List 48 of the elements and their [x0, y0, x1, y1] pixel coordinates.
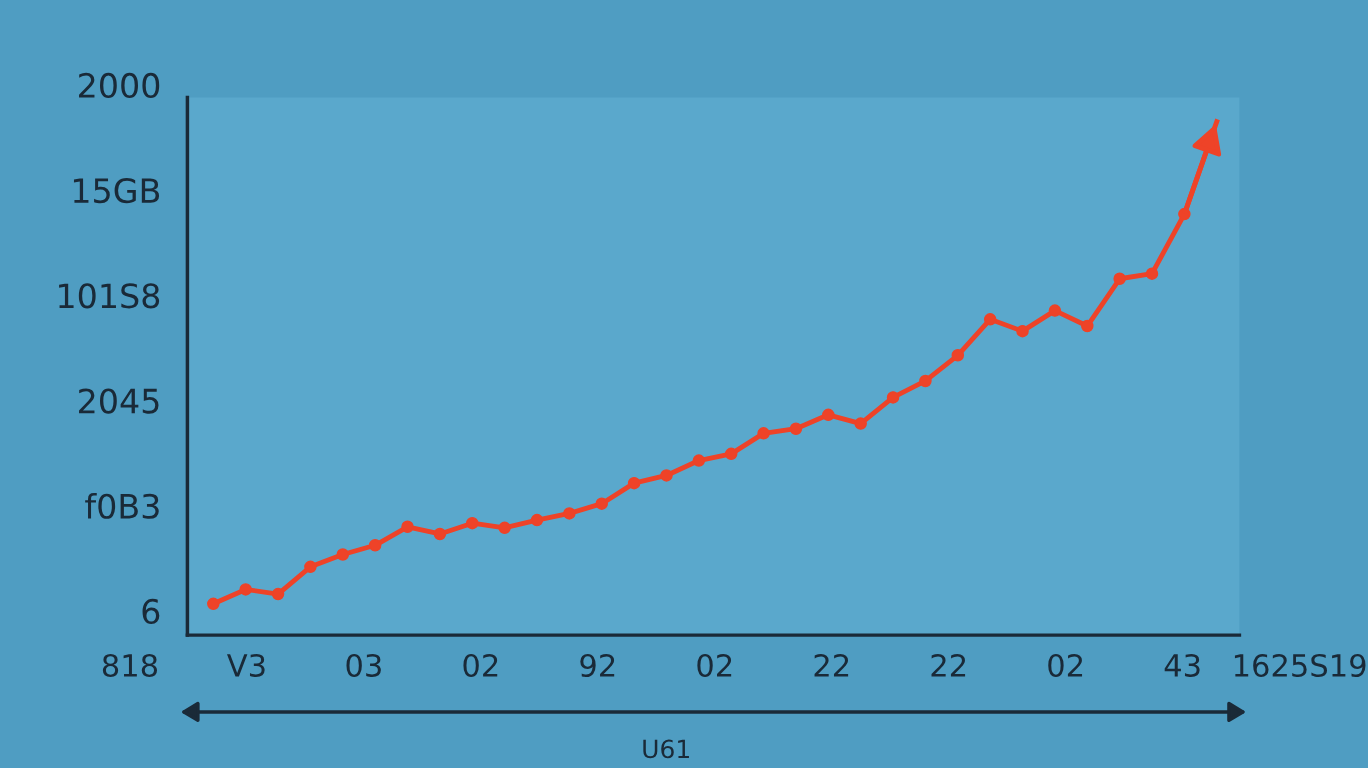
point: [886, 391, 900, 404]
point: [1145, 267, 1159, 280]
text: 101S8: [59, 283, 160, 309]
text: 43: [1164, 653, 1200, 678]
text: 02: [697, 653, 732, 678]
text: 02: [463, 653, 498, 678]
text: 2045: [79, 388, 159, 414]
point: [1113, 272, 1126, 286]
text: 818: [102, 653, 158, 678]
point: [1016, 324, 1029, 338]
point: [1081, 319, 1094, 333]
point: [854, 417, 867, 430]
point: [563, 507, 576, 520]
point: [498, 521, 511, 535]
point: [1048, 304, 1062, 317]
point: [595, 497, 608, 510]
point: [919, 374, 932, 388]
point: [207, 597, 220, 611]
text: f0B3: [85, 493, 159, 519]
text: 15GB: [73, 177, 160, 204]
point: [433, 527, 447, 541]
point: [789, 422, 803, 435]
text: 6: [142, 598, 160, 625]
point: [466, 516, 479, 530]
point: [822, 408, 835, 422]
point: [304, 560, 317, 574]
point: [368, 539, 382, 552]
point: [239, 583, 252, 596]
point: [660, 469, 673, 482]
text: 02: [1048, 653, 1083, 678]
point: [692, 454, 706, 467]
text: 22: [931, 653, 966, 677]
text: 03: [346, 653, 381, 678]
point: [724, 447, 738, 461]
point: [757, 427, 770, 440]
point: [951, 349, 965, 362]
point: [336, 548, 350, 561]
text: 2000: [79, 72, 160, 98]
text: V3: [226, 653, 265, 678]
point: [983, 313, 997, 326]
text: 22: [814, 653, 849, 677]
point: [627, 476, 641, 490]
text: 92: [580, 653, 615, 678]
point: [401, 520, 414, 534]
text: 1625S19: [1234, 653, 1366, 678]
point: [271, 587, 285, 601]
x-axis-title: U61: [643, 739, 689, 759]
point: [530, 513, 544, 527]
